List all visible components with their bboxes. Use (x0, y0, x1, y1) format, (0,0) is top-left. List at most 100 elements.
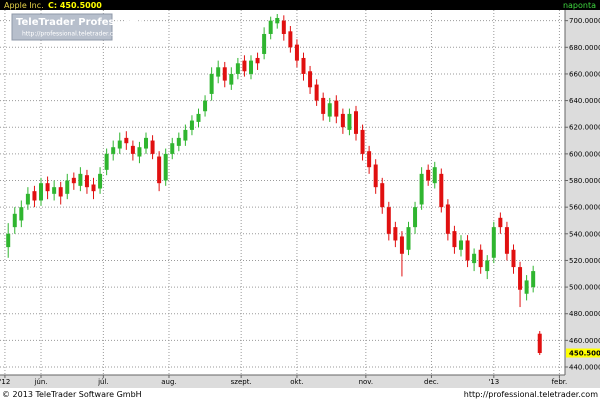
candle-body (340, 113, 345, 128)
y-axis-panel (565, 10, 600, 388)
candle (465, 235, 470, 268)
candle (458, 235, 463, 257)
candle (406, 221, 411, 256)
candle (281, 15, 286, 41)
candle (511, 244, 516, 274)
candle (150, 135, 155, 160)
candle-body (373, 164, 378, 188)
candle (498, 212, 503, 234)
candle (91, 177, 96, 200)
candle-body (124, 137, 129, 144)
candle (137, 141, 142, 164)
close-label: C: 450.5000 (48, 1, 102, 10)
candle (203, 95, 208, 117)
y-tick-label: 520.0000 (569, 257, 600, 265)
candle (294, 39, 299, 68)
candle-body (163, 153, 168, 181)
watermark-box (11, 13, 113, 41)
candle-body (537, 333, 542, 354)
y-tick-label: 600.0000 (569, 150, 600, 158)
candle-body (485, 260, 490, 272)
candle-body (196, 113, 201, 122)
candle (367, 145, 372, 174)
candle (157, 151, 162, 192)
candle-body (511, 249, 516, 268)
candle (321, 92, 326, 121)
candle (45, 176, 50, 200)
candle (399, 231, 404, 277)
candle (419, 167, 424, 210)
candle (216, 60, 221, 84)
candle (124, 131, 129, 150)
x-axis-panel (0, 375, 565, 388)
y-tick-label: 620.0000 (569, 124, 600, 132)
footer (0, 388, 600, 400)
candle (485, 255, 490, 280)
candle (176, 132, 181, 152)
candle-body (25, 193, 30, 205)
candle-body (52, 187, 57, 194)
y-tick-label: 680.0000 (569, 44, 600, 52)
candle-body (12, 213, 17, 228)
candle-body (524, 280, 529, 294)
candle (12, 207, 17, 234)
last-price-label: 450.5000 (569, 350, 600, 358)
candle (170, 137, 175, 160)
y-tick-label: 460.0000 (569, 337, 600, 345)
candle-body (249, 60, 254, 74)
candle (334, 95, 339, 124)
candle-body (150, 140, 155, 154)
candle-body (452, 231, 457, 248)
interval: naponta (563, 1, 596, 10)
candle-body (498, 217, 503, 228)
candle-body (176, 137, 181, 146)
candle-body (144, 137, 149, 149)
candle-body (255, 57, 260, 64)
candle-body (39, 183, 44, 201)
candle-body (104, 153, 109, 170)
candle (117, 132, 122, 154)
candle-body (334, 100, 339, 117)
candle-body (58, 187, 63, 197)
candle (301, 52, 306, 81)
candle-body (419, 173, 424, 205)
candle (452, 225, 457, 254)
candle (472, 248, 477, 272)
candle (39, 177, 44, 206)
candle-body (327, 103, 332, 117)
candle (439, 168, 444, 213)
candle-body (242, 60, 247, 72)
candle (386, 201, 391, 241)
x-tick-label: okt. (290, 378, 303, 386)
candle (32, 185, 37, 208)
candle-body (209, 73, 214, 94)
y-tick-label: 540.0000 (569, 230, 600, 238)
candle (229, 67, 234, 90)
candle (504, 221, 509, 261)
candle-body (268, 20, 273, 34)
candle-body (439, 173, 444, 208)
candle (209, 67, 214, 101)
candle-body (117, 140, 122, 149)
candle (104, 148, 109, 176)
candle (65, 173, 70, 200)
candle-body (91, 184, 96, 192)
candle-body (518, 267, 523, 290)
candle-body (321, 97, 326, 114)
y-tick-label: 440.0000 (569, 364, 600, 372)
candle (413, 201, 418, 234)
candle-body (222, 67, 227, 81)
candle (314, 79, 319, 106)
candle-body (78, 173, 83, 186)
candle (353, 105, 358, 141)
candle-body (216, 67, 221, 77)
candle-body (170, 143, 175, 154)
candle (491, 221, 496, 264)
candle (426, 164, 431, 186)
candle-body (472, 253, 477, 264)
candle-body (478, 249, 483, 268)
candle (84, 169, 89, 194)
candle (537, 331, 542, 356)
candle (478, 244, 483, 274)
